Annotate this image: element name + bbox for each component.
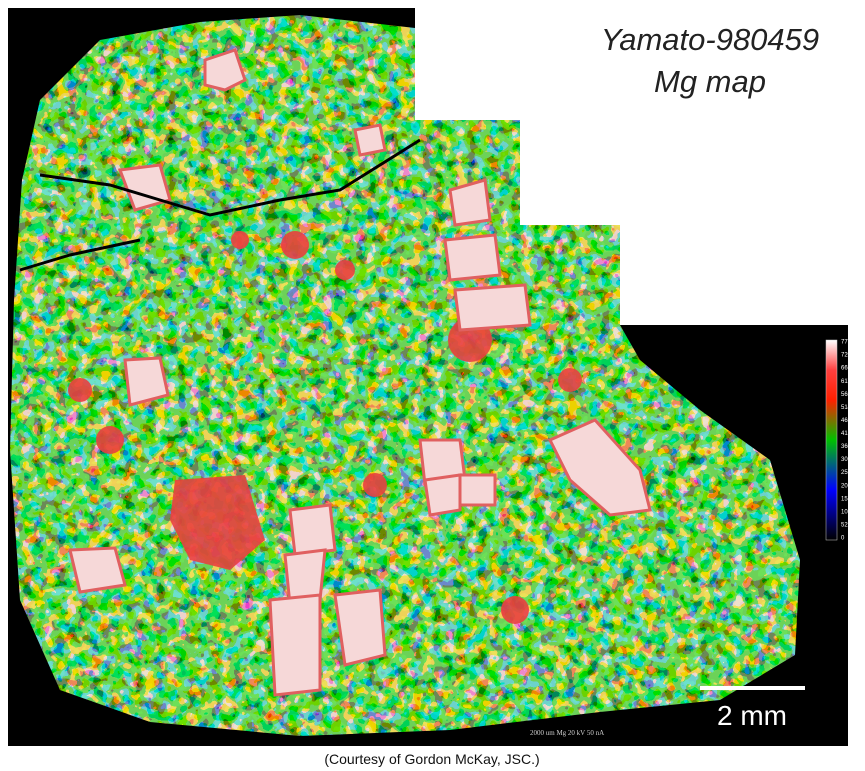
page: Yamato-980459 Mg map 771 720 669 617 566 514 4… — [0, 0, 865, 771]
color-scale-label: 52 — [841, 523, 848, 529]
color-scale-bar — [826, 340, 837, 540]
color-scale-label: 257 — [841, 470, 852, 476]
color-scale-label: 309 — [841, 457, 852, 463]
figure: Yamato-980459 Mg map 771 720 669 617 566 514 4… — [0, 0, 865, 771]
instrument-label: 2000 um Mg 20 kV 50 nA — [530, 729, 604, 737]
color-scale-label: 514 — [841, 405, 852, 411]
color-scale-label: 463 — [841, 418, 852, 424]
color-scale-label: 669 — [841, 366, 852, 372]
color-scale-label: 206 — [841, 483, 852, 489]
color-scale-label: 617 — [841, 379, 852, 385]
color-scale-label: 103 — [841, 509, 852, 515]
scale-bar-label: 2 mm — [717, 700, 787, 731]
color-scale-label: 771 — [841, 340, 852, 346]
color-scale-label: 566 — [841, 392, 852, 398]
subtitle: Mg map — [654, 64, 766, 99]
color-scale-label: 412 — [841, 431, 852, 437]
color-scale-label: 360 — [841, 444, 852, 450]
color-scale-label: 720 — [841, 353, 852, 359]
caption: (Courtesy of Gordon McKay, JSC.) — [324, 751, 539, 767]
color-scale-label: 155 — [841, 496, 852, 502]
title: Yamato-980459 — [601, 22, 819, 57]
